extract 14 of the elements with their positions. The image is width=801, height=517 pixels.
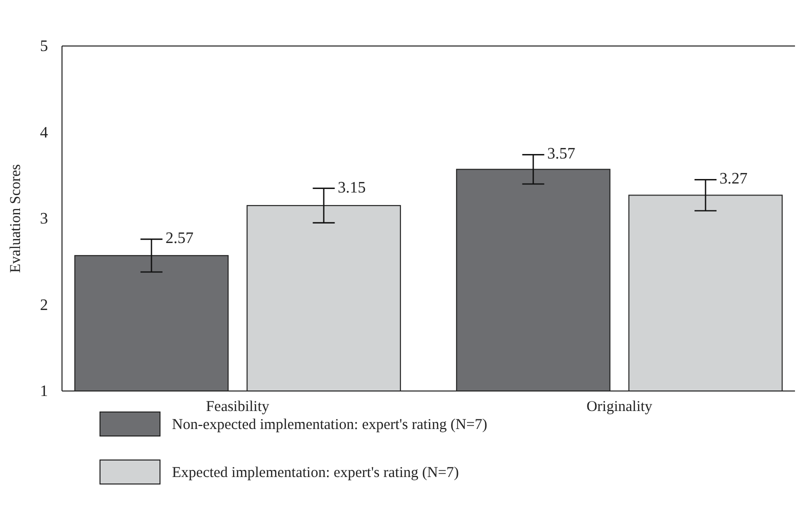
y-tick-label: 3 [40,210,48,228]
y-tick-label: 1 [40,383,48,400]
y-axis-title: Evaluation Scores [8,164,24,273]
data-label: 3.15 [338,179,366,196]
legend-label: Non-expected implementation: expert's rating (N=7) [172,417,488,433]
data-label: 3.27 [720,170,748,188]
x-tick-label: Originality [586,399,653,415]
data-label: 2.57 [165,230,194,248]
y-tick-label: 4 [40,124,48,142]
legend-label: Expected implementation: expert's rating (N=7) [172,465,459,481]
y-tick-label: 5 [40,38,48,55]
data-label: 3.57 [547,146,576,163]
y-tick-label: 2 [40,296,48,314]
x-tick-label: Feasibility [206,399,270,415]
